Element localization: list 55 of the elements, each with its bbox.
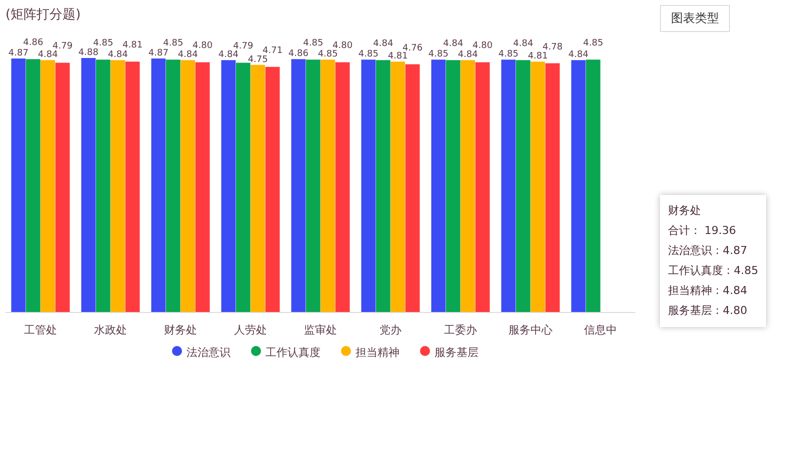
data-label: 4.84 bbox=[108, 50, 128, 60]
text: 财务处 bbox=[668, 204, 701, 217]
legend-label: 法治意识 bbox=[186, 345, 230, 361]
data-label: 4.87 bbox=[8, 48, 28, 59]
data-label: 4.85 bbox=[303, 38, 324, 49]
data-label: 4.85 bbox=[93, 38, 114, 49]
data-label: 4.81 bbox=[388, 52, 408, 62]
x-tick-label: 工委办 bbox=[444, 324, 477, 336]
legend-label: 服务基层 bbox=[434, 345, 478, 361]
legend-label: 担当精神 bbox=[354, 345, 400, 361]
text: 担当精神 : 4.84 bbox=[668, 284, 748, 297]
data-label: 4.84 bbox=[568, 50, 589, 60]
data-label: 4.84 bbox=[218, 50, 239, 60]
data-label: 4.79 bbox=[233, 42, 254, 52]
data-label: 4.85 bbox=[163, 38, 184, 49]
data-label: 4.84 bbox=[513, 39, 534, 50]
data-label: 4.84 bbox=[373, 39, 394, 50]
x-tick-label: 信息中 bbox=[584, 324, 617, 336]
data-label: 4.84 bbox=[178, 50, 198, 60]
text: 工作认真度 : 4.85 bbox=[668, 264, 758, 277]
data-label: 4.85 bbox=[358, 50, 378, 60]
text: 图表类型 bbox=[660, 5, 730, 32]
x-tick-label: 服务中心 bbox=[508, 324, 552, 336]
data-label: 4.80 bbox=[332, 41, 353, 52]
data-label: 4.81 bbox=[528, 52, 548, 62]
data-label: 4.85 bbox=[583, 38, 604, 49]
data-label: 4.84 bbox=[458, 50, 478, 60]
chart-title: (矩阵打分题) bbox=[6, 8, 81, 22]
x-tick-label: 水政处 bbox=[94, 324, 127, 336]
data-label: 4.85 bbox=[498, 50, 518, 60]
data-label: 4.85 bbox=[428, 50, 448, 60]
data-label: 4.87 bbox=[148, 48, 168, 59]
x-tick-label: 工管处 bbox=[24, 324, 57, 336]
x-tick-label: 财务处 bbox=[164, 324, 197, 336]
data-label: 4.84 bbox=[38, 50, 58, 60]
data-label: 4.71 bbox=[262, 46, 283, 56]
x-tick-label: 人劳处 bbox=[234, 324, 267, 336]
data-label: 4.75 bbox=[248, 54, 268, 65]
legend-label: 工作认真度 bbox=[264, 345, 320, 361]
data-label: 4.78 bbox=[542, 42, 563, 52]
data-label: 4.84 bbox=[443, 39, 464, 50]
data-label: 4.81 bbox=[122, 40, 143, 51]
data-label: 4.86 bbox=[288, 49, 309, 60]
data-label: 4.76 bbox=[402, 43, 423, 54]
data-label: 4.80 bbox=[192, 41, 213, 52]
x-tick-label: 党办 bbox=[380, 324, 402, 336]
data-label: 4.85 bbox=[318, 50, 338, 60]
text: 服务基层 : 4.80 bbox=[668, 304, 748, 317]
data-label: 4.80 bbox=[472, 41, 493, 52]
x-tick-label: 监审处 bbox=[304, 324, 337, 336]
data-label: 4.88 bbox=[78, 48, 99, 58]
text: 法治意识 : 4.87 bbox=[668, 244, 748, 257]
text: 合计： 19.36 bbox=[668, 224, 736, 237]
data-label: 4.79 bbox=[52, 42, 73, 52]
data-label: 4.86 bbox=[23, 38, 44, 48]
